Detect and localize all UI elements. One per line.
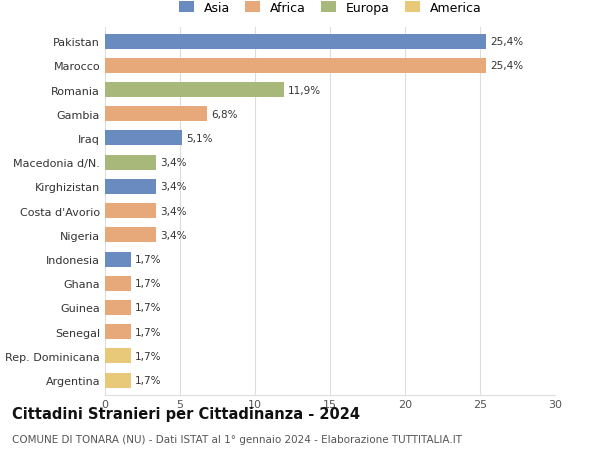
Text: 1,7%: 1,7%	[135, 351, 161, 361]
Text: 25,4%: 25,4%	[491, 37, 524, 47]
Bar	[105, 300, 131, 315]
Text: Cittadini Stranieri per Cittadinanza - 2024: Cittadini Stranieri per Cittadinanza - 2…	[12, 406, 360, 421]
Bar	[105, 59, 486, 74]
Text: 1,7%: 1,7%	[135, 375, 161, 385]
Text: COMUNE DI TONARA (NU) - Dati ISTAT al 1° gennaio 2024 - Elaborazione TUTTITALIA.: COMUNE DI TONARA (NU) - Dati ISTAT al 1°…	[12, 434, 462, 444]
Text: 3,4%: 3,4%	[161, 158, 187, 168]
Bar	[105, 276, 131, 291]
Text: 1,7%: 1,7%	[135, 279, 161, 289]
Text: 1,7%: 1,7%	[135, 327, 161, 337]
Bar	[105, 179, 156, 195]
Bar	[105, 83, 284, 98]
Bar	[105, 373, 131, 388]
Text: 6,8%: 6,8%	[212, 110, 238, 119]
Text: 3,4%: 3,4%	[161, 230, 187, 241]
Bar	[105, 107, 207, 122]
Bar	[105, 228, 156, 243]
Text: 3,4%: 3,4%	[161, 206, 187, 216]
Bar	[105, 325, 131, 339]
Text: 11,9%: 11,9%	[288, 85, 321, 95]
Text: 3,4%: 3,4%	[161, 182, 187, 192]
Bar	[105, 348, 131, 364]
Bar	[105, 204, 156, 218]
Legend: Asia, Africa, Europa, America: Asia, Africa, Europa, America	[176, 0, 484, 17]
Bar	[105, 131, 182, 146]
Text: 1,7%: 1,7%	[135, 303, 161, 313]
Text: 5,1%: 5,1%	[186, 134, 212, 144]
Bar	[105, 155, 156, 170]
Text: 25,4%: 25,4%	[491, 61, 524, 71]
Bar	[105, 34, 486, 50]
Bar	[105, 252, 131, 267]
Text: 1,7%: 1,7%	[135, 254, 161, 264]
